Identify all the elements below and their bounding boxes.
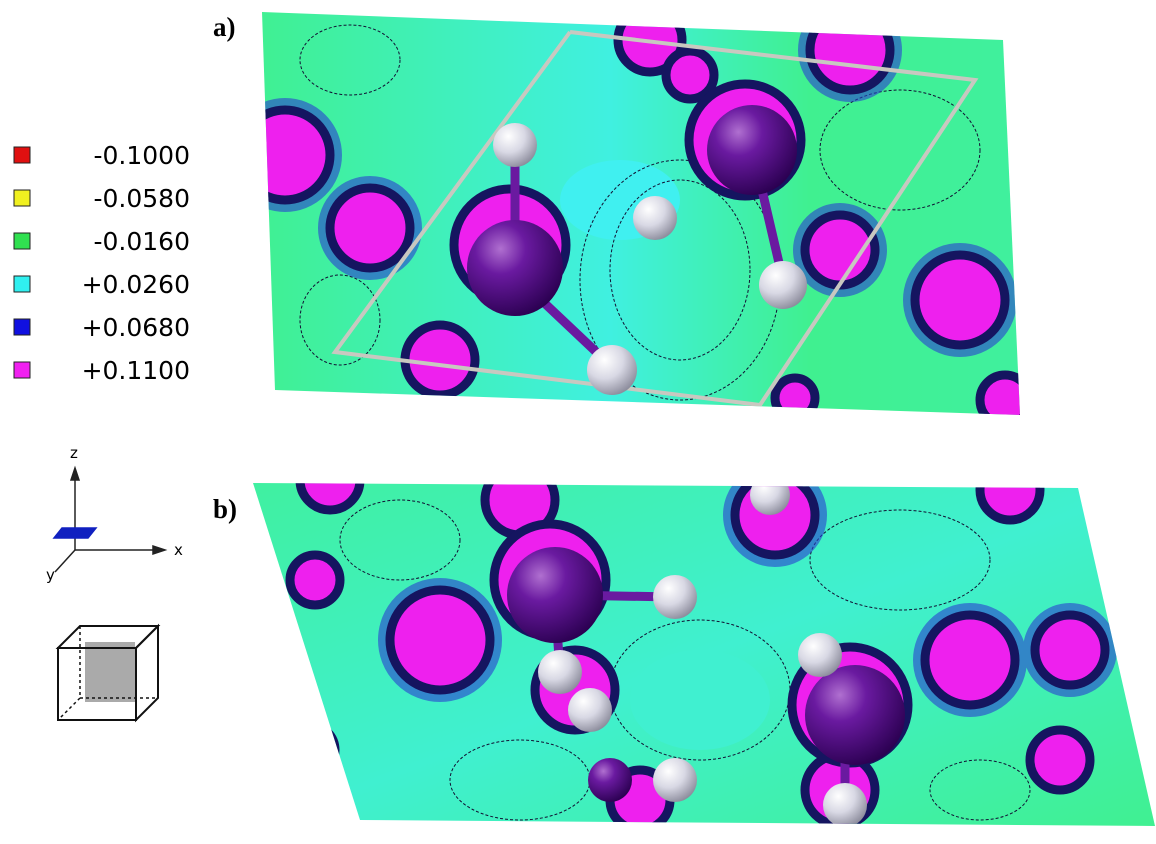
legend-swatch — [14, 190, 30, 206]
legend: -0.1000 -0.0580 -0.0160 +0.0260 +0.0680 +0.11… — [14, 141, 190, 385]
axis-icon — [54, 468, 165, 572]
legend-swatch — [14, 276, 30, 292]
legend-label: +0.0260 — [82, 270, 190, 299]
axis-label: y — [46, 566, 55, 584]
legend-label: -0.1000 — [94, 141, 191, 170]
figure: -0.1000 -0.0580 -0.0160 +0.0260 +0.0680 +0.11… — [0, 0, 1156, 844]
axis-label: x — [174, 541, 183, 559]
density-map — [233, 0, 1050, 430]
legend-swatch — [14, 319, 30, 335]
legend-label: +0.1100 — [82, 356, 190, 385]
legend-swatch — [14, 362, 30, 378]
legend-label: -0.0160 — [94, 227, 191, 256]
legend-label: +0.0680 — [82, 313, 190, 342]
legend-label: -0.0580 — [94, 184, 191, 213]
panel-label: a) — [213, 12, 236, 42]
legend-swatch — [14, 233, 30, 249]
panel-label: b) — [213, 494, 237, 524]
legend-swatch — [14, 147, 30, 163]
density-map — [250, 450, 1156, 830]
cube-icon — [58, 626, 158, 720]
axis-label: z — [70, 444, 78, 462]
